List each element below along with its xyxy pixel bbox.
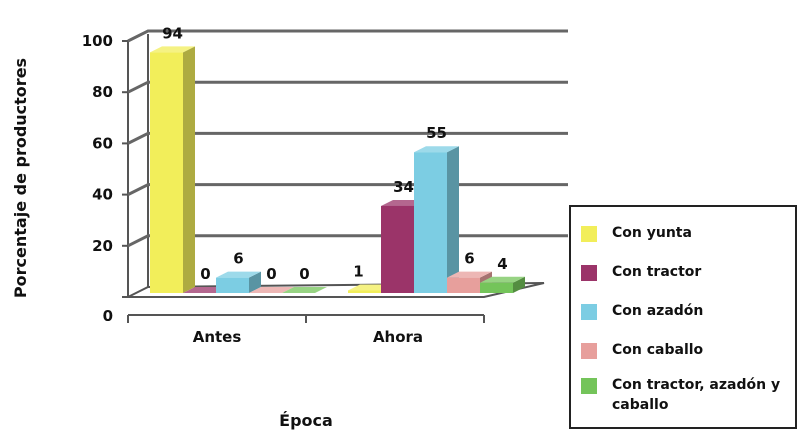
- legend-item: Con tractor: [581, 262, 787, 282]
- gridline: [127, 131, 568, 145]
- bar: [249, 287, 294, 293]
- y-tick-label: 0: [103, 307, 113, 325]
- data-label: 6: [464, 250, 474, 268]
- y-tick-label: 100: [82, 32, 113, 50]
- y-tick-label: 20: [92, 237, 113, 255]
- data-label: 0: [266, 265, 276, 283]
- x-axis-title: Época: [279, 411, 333, 430]
- data-label: 0: [299, 265, 309, 283]
- gridline: [127, 29, 568, 43]
- bar: [216, 271, 261, 293]
- bar: [282, 287, 327, 293]
- x-category-label: Antes: [193, 328, 242, 346]
- x-category-label: Ahora: [373, 328, 423, 346]
- data-label: 55: [426, 124, 447, 142]
- data-label: 4: [497, 255, 507, 273]
- legend-swatch: [581, 226, 597, 242]
- data-labels: 94 0 6 0 0 1 34 55 6 4: [162, 24, 508, 283]
- legend-label: Con azadón: [612, 303, 704, 319]
- legend-label: Con yunta: [612, 225, 692, 241]
- y-tick-label: 40: [92, 186, 113, 204]
- bars: [150, 46, 525, 293]
- legend-label: Con tractor: [612, 264, 702, 280]
- y-tick-label: 80: [92, 83, 113, 101]
- x-axis-categories: Antes Ahora: [193, 328, 423, 346]
- legend: Con yunta Con tractor Con azadón Con caball…: [569, 205, 797, 429]
- gridlines: [127, 29, 568, 248]
- data-label: 1: [353, 262, 363, 280]
- legend-swatch: [581, 378, 597, 394]
- y-axis-ticks: 0 20 40 60 80 100: [82, 32, 128, 325]
- gridline: [127, 80, 568, 94]
- legend-label: Con caballo: [612, 342, 704, 358]
- legend-item: Con azadón: [581, 301, 787, 321]
- data-label: 6: [233, 250, 243, 268]
- data-label: 94: [162, 24, 183, 42]
- legend-item: Con caballo: [581, 340, 787, 360]
- legend-swatch: [581, 304, 597, 320]
- y-tick-label: 60: [92, 134, 113, 152]
- y-axis-title: Porcentaje de productores: [11, 58, 30, 298]
- data-label: 0: [200, 265, 210, 283]
- legend-swatch: [581, 265, 597, 281]
- bar: [414, 146, 459, 293]
- legend-item: Con tractor, azadón y caballo: [581, 375, 787, 415]
- data-label: 34: [393, 178, 414, 196]
- bar: [150, 46, 195, 293]
- bar: [480, 276, 525, 293]
- legend-swatch: [581, 343, 597, 359]
- legend-item: Con yunta: [581, 223, 787, 243]
- legend-label: Con tractor, azadón y caballo: [612, 377, 781, 413]
